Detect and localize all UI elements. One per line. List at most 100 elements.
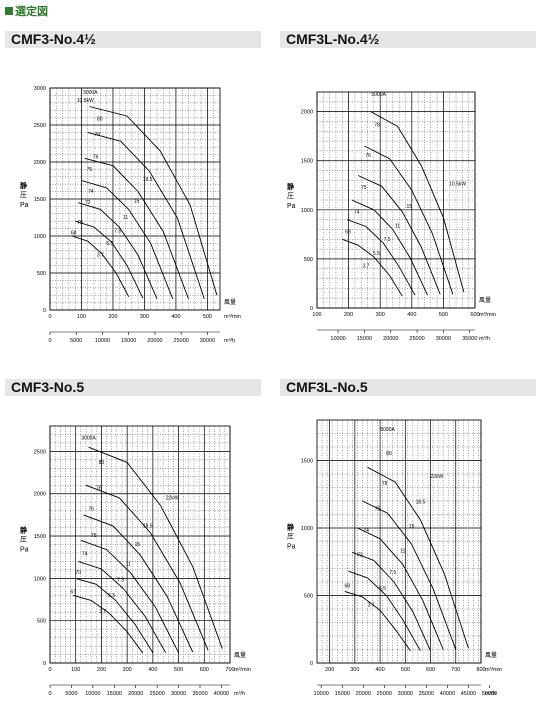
y-tick-label: 2000 — [34, 160, 46, 166]
curve-label: 18.5 — [143, 177, 153, 183]
curve-label: 7.5 — [117, 578, 124, 584]
curve-label: 78 — [374, 122, 380, 128]
plot-frame — [316, 419, 482, 664]
curve-label: 7.5 — [389, 570, 396, 576]
y-tick-label: 500 — [37, 619, 46, 625]
curve-label: 80 — [386, 451, 392, 457]
curve-label: 74 — [82, 552, 88, 558]
x-axis-unit-h: m³/h — [479, 336, 490, 342]
curve-label: 10.5kW — [449, 181, 466, 187]
secondary-x-tick-label: 35000 — [462, 336, 477, 342]
x-tick-label: 600 — [470, 312, 479, 318]
curve-label: 11 — [123, 215, 128, 221]
secondary-x-tick-label: 30000 — [436, 336, 451, 342]
curve-label: 70 — [77, 220, 83, 226]
x-tick-label: 500 — [401, 667, 410, 673]
y-axis-label-2: 圧 — [20, 536, 27, 544]
x-tick-label: 400 — [171, 314, 180, 320]
y-tick-label: 500 — [304, 257, 313, 263]
characteristic-curve-3 — [81, 180, 174, 300]
y-tick-label: 1500 — [34, 534, 46, 540]
secondary-x-tick-label: 10000 — [95, 338, 110, 344]
secondary-x-tick-label: 15000 — [107, 691, 122, 695]
characteristic-curve-4 — [83, 514, 194, 653]
y-tick-label: 2500 — [34, 123, 46, 129]
x-axis-unit-min: m³/min — [224, 314, 241, 320]
y-tick-label: 0 — [310, 661, 313, 667]
characteristic-curve-6 — [89, 106, 218, 296]
secondary-x-tick-label: 30000 — [398, 691, 413, 695]
curve-label: 5.5 — [379, 586, 386, 592]
y-tick-label: 500 — [304, 594, 313, 600]
x-tick-label: 200 — [97, 667, 106, 673]
curve-label: 3.7 — [99, 609, 106, 615]
curve-label: 5.5 — [108, 593, 115, 599]
x-tick-label: 200 — [325, 667, 334, 673]
y-axis-unit: Pa — [20, 202, 29, 209]
chart-title-bar-2: CMF3L-No.4½ — [280, 31, 536, 48]
y-axis-unit: Pa — [287, 203, 296, 210]
secondary-x-tick-label: 0 — [48, 691, 51, 695]
characteristic-curve-4 — [364, 145, 454, 295]
secondary-x-tick-label: 35000 — [192, 691, 207, 695]
secondary-x-tick-label: 20000 — [128, 691, 143, 695]
curve-label: 68 — [71, 231, 77, 237]
characteristic-curve-1 — [348, 570, 421, 652]
x-tick-label: 0 — [48, 667, 51, 673]
y-axis-label-1: 静 — [287, 522, 294, 531]
secondary-x-tick-label: 20000 — [147, 338, 162, 344]
x-tick-label: 300 — [376, 312, 385, 318]
characteristic-curve-5 — [85, 484, 209, 651]
curve-label: 75 — [361, 185, 367, 191]
curve-label: 3.7 — [97, 253, 104, 259]
characteristic-curve-2 — [352, 551, 431, 651]
secondary-x-tick-label: 30000 — [200, 338, 215, 344]
x-tick-label: 300 — [140, 314, 149, 320]
curve-label: 18.5 — [416, 500, 426, 506]
x-tick-label: 200 — [344, 312, 353, 318]
curve-label: 80 — [97, 117, 103, 123]
characteristic-curve-0 — [71, 235, 130, 297]
secondary-x-tick-label: 25000 — [409, 336, 424, 342]
curve-label: 15 — [406, 204, 412, 210]
x-tick-label: 400 — [148, 667, 157, 673]
curve-label: 7.5 — [384, 237, 391, 243]
curve-label: 3.7 — [368, 602, 375, 608]
secondary-x-tick-label: 0 — [48, 338, 51, 344]
curve-label: 76 — [88, 507, 94, 513]
secondary-x-tick-label: 15000 — [357, 336, 372, 342]
x-tick-label: 700 — [225, 667, 234, 673]
characteristic-curve-1 — [346, 219, 416, 296]
secondary-x-tick-label: 25000 — [377, 691, 392, 695]
secondary-x-tick-label: 25000 — [149, 691, 164, 695]
x-tick-label: 200 — [108, 314, 117, 320]
curve-label: 78 — [96, 485, 102, 491]
plot-frame — [316, 91, 476, 309]
y-axis-unit: Pa — [287, 543, 296, 550]
secondary-x-tick-label: 15000 — [121, 338, 136, 344]
y-axis-label-1: 静 — [20, 181, 27, 190]
curve-label: 68 — [345, 229, 351, 235]
curve-label: 72 — [357, 552, 363, 558]
x-tick-label: 500 — [439, 312, 448, 318]
characteristic-curve-4 — [84, 157, 189, 300]
y-axis-unit: Pa — [20, 547, 29, 554]
curve-label: 75 — [375, 506, 381, 512]
x-tick-label: 500 — [174, 667, 183, 673]
secondary-x-tick-label: 5000 — [65, 691, 77, 695]
y-tick-label: 2000 — [301, 110, 313, 116]
y-tick-label: 2500 — [34, 449, 46, 455]
curve-label: 80 — [99, 460, 105, 466]
curve-label: 18.5 — [143, 524, 153, 530]
curve-label: 5000A — [371, 92, 386, 98]
x-axis-unit-h: m³/h — [485, 691, 496, 695]
x-axis-label: 風量 — [479, 297, 491, 304]
curve-label: 11 — [400, 548, 405, 554]
chart-title-3: CMF3-No.5 — [11, 379, 85, 395]
curve-label: 76 — [93, 154, 99, 160]
curve-label: 74 — [354, 210, 360, 216]
x-tick-label: 100 — [312, 312, 321, 318]
y-tick-label: 1500 — [301, 159, 313, 165]
secondary-x-tick-label: 10000 — [330, 336, 345, 342]
